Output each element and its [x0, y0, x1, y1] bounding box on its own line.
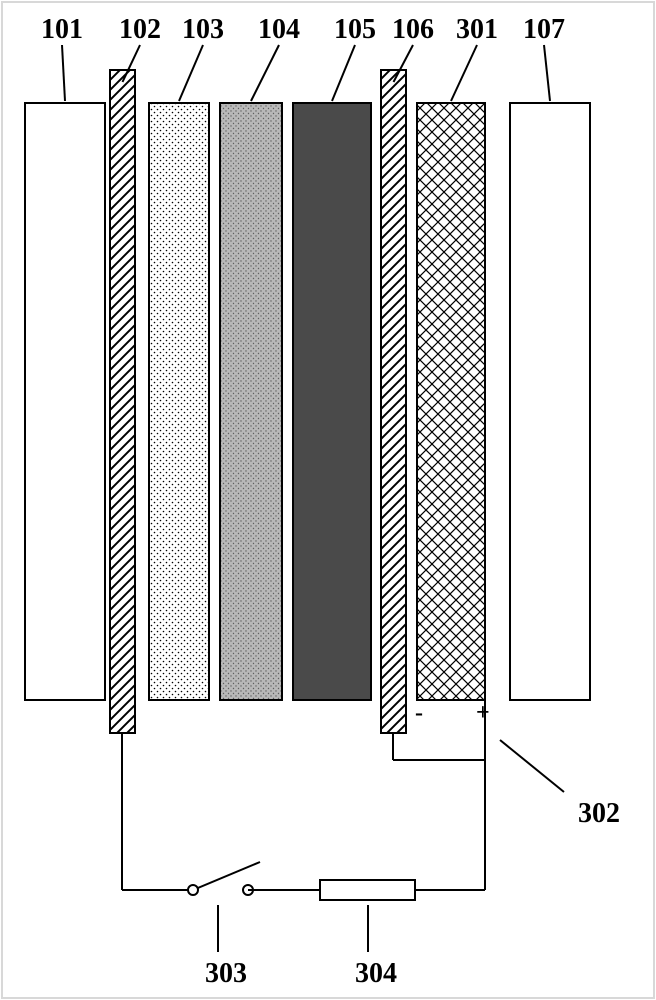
leader-105: [332, 45, 355, 101]
label-106: 106: [392, 14, 434, 45]
label-107: 107: [523, 14, 565, 45]
label-304: 304: [355, 958, 397, 989]
layer-105: [293, 103, 371, 700]
leader-103: [179, 45, 203, 101]
layer-104: [220, 103, 282, 700]
battery-plus: +: [476, 700, 490, 726]
label-103: 103: [182, 14, 224, 45]
layer-102: [110, 70, 135, 733]
leader-107: [544, 45, 550, 101]
resistor: [320, 880, 415, 900]
leader-301: [451, 45, 477, 101]
switch-terminal-left: [188, 885, 198, 895]
layer-101: [25, 103, 105, 700]
label-105: 105: [334, 14, 376, 45]
label-303: 303: [205, 958, 247, 989]
layer-103: [149, 103, 209, 700]
label-101: 101: [41, 14, 83, 45]
layer-301: [417, 103, 485, 700]
schematic-diagram: 101 102 103 104 105 106 301 107 - + 302 303 304: [0, 0, 656, 1000]
battery-minus: -: [415, 700, 423, 726]
label-104: 104: [258, 14, 300, 45]
layer-106: [381, 70, 406, 733]
layer-107: [510, 103, 590, 700]
leader-101: [62, 45, 65, 101]
label-102: 102: [119, 14, 161, 45]
label-301: 301: [456, 14, 498, 45]
label-302: 302: [578, 798, 620, 829]
leader-302: [500, 740, 564, 792]
leader-104: [251, 45, 279, 101]
